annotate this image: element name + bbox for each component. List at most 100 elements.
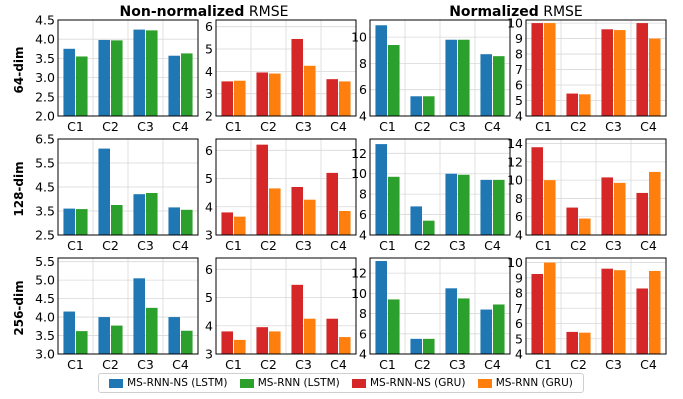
axes-frame <box>369 19 511 117</box>
x-tick-label: C2 <box>570 119 587 134</box>
header-non-normalized: Non-normalized RMSE <box>120 4 289 20</box>
x-tick-label: C3 <box>137 238 154 253</box>
bar <box>291 284 303 354</box>
bar <box>566 331 578 354</box>
y-tick-label: 4 <box>515 228 523 243</box>
bar <box>63 48 75 116</box>
y-tick-label: 4 <box>359 228 367 243</box>
axes-frame <box>57 257 199 355</box>
bar <box>544 262 556 354</box>
bar <box>566 207 578 235</box>
y-tick-label: 5.5 <box>35 254 55 269</box>
bar <box>146 193 158 235</box>
y-tick-label: 4 <box>205 64 213 79</box>
y-tick-label: 2.5 <box>35 89 55 104</box>
x-tick-label: C3 <box>449 119 466 134</box>
y-tick-label: 10 <box>507 255 523 270</box>
bar <box>269 188 281 235</box>
bar <box>649 38 661 117</box>
axes-frame <box>525 257 667 355</box>
bar <box>339 211 351 235</box>
bar <box>601 177 613 235</box>
y-tick-label: 9 <box>515 31 523 46</box>
bar <box>544 180 556 235</box>
y-tick-label: 2 <box>205 109 213 124</box>
y-tick-label: 8 <box>515 191 523 206</box>
bar <box>339 81 351 116</box>
x-tick-label: C1 <box>225 357 242 372</box>
bar <box>480 309 492 354</box>
x-tick-label: C1 <box>379 119 396 134</box>
x-tick-label: C4 <box>330 357 347 372</box>
bar <box>146 30 158 117</box>
y-tick-label: 12 <box>507 154 523 169</box>
y-tick-label: 5 <box>205 171 213 186</box>
bar <box>133 194 145 235</box>
y-tick-label: 10 <box>507 16 523 31</box>
x-tick-label: C1 <box>379 357 396 372</box>
bar <box>269 73 281 116</box>
y-tick-label: 6 <box>205 19 213 34</box>
bar <box>111 205 123 235</box>
bar <box>234 80 246 116</box>
x-tick-label: C2 <box>260 357 277 372</box>
header-normalized: Normalized RMSE <box>449 4 583 20</box>
axes-frame <box>215 138 357 236</box>
y-tick-label: 3.0 <box>35 347 55 362</box>
x-tick-label: C2 <box>102 119 119 134</box>
bar <box>168 207 180 235</box>
bar <box>98 148 110 235</box>
bar <box>76 209 88 235</box>
bar <box>410 338 422 354</box>
bar <box>614 270 626 354</box>
bar <box>614 30 626 117</box>
y-tick-label: 6 <box>515 209 523 224</box>
y-tick-label: 8 <box>359 56 367 71</box>
x-tick-label: C2 <box>102 238 119 253</box>
legend-swatch-lstm-ns <box>109 378 124 388</box>
bar <box>423 96 435 116</box>
y-tick-label: 12 <box>351 266 367 281</box>
axes-frame <box>215 257 357 355</box>
bar <box>493 56 505 116</box>
y-tick-label: 6.5 <box>35 132 55 147</box>
x-tick-label: C2 <box>260 119 277 134</box>
bar <box>256 72 268 116</box>
bar <box>76 331 88 354</box>
x-tick-label: C4 <box>640 357 657 372</box>
y-tick-label: 7 <box>515 62 523 77</box>
bar <box>544 23 556 117</box>
x-tick-label: C4 <box>484 238 501 253</box>
x-tick-label: C1 <box>67 238 84 253</box>
axes-frame <box>369 138 511 236</box>
y-tick-label: 8 <box>359 187 367 202</box>
axes-frame <box>57 19 199 117</box>
x-tick-label: C1 <box>535 238 552 253</box>
x-tick-label: C1 <box>67 119 84 134</box>
x-tick-label: C4 <box>330 238 347 253</box>
x-tick-label: C2 <box>260 238 277 253</box>
x-tick-label: C3 <box>605 357 622 372</box>
legend-swatch-gru <box>477 378 492 388</box>
bar <box>339 337 351 354</box>
bar <box>291 38 303 116</box>
bar <box>579 94 591 116</box>
y-tick-label: 4 <box>515 109 523 124</box>
y-tick-label: 4 <box>515 347 523 362</box>
x-tick-label: C4 <box>640 238 657 253</box>
y-tick-label: 10 <box>351 286 367 301</box>
y-tick-label: 6 <box>359 207 367 222</box>
bar <box>133 278 145 354</box>
bar <box>423 338 435 354</box>
bar <box>168 317 180 354</box>
x-tick-label: C1 <box>379 238 396 253</box>
x-tick-label: C3 <box>137 119 154 134</box>
bar <box>579 218 591 235</box>
bar <box>445 288 457 354</box>
legend-label-lstm: MS-RNN (LSTM) <box>257 377 340 389</box>
y-tick-label: 10 <box>351 166 367 181</box>
x-tick-label: C4 <box>172 238 189 253</box>
y-tick-label: 4.5 <box>35 13 55 28</box>
bar <box>63 208 75 235</box>
y-tick-label: 6 <box>205 262 213 277</box>
